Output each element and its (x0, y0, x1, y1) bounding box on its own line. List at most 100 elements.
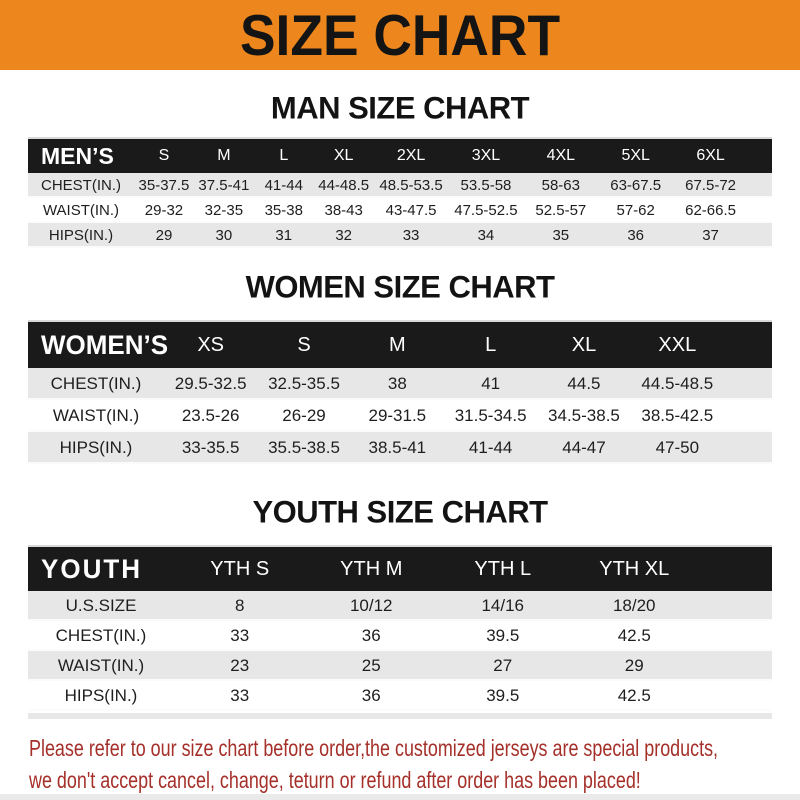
cell-value: 29-31.5 (368, 406, 427, 425)
column-header: YTH L (474, 557, 532, 580)
cell-value: 39.5 (486, 686, 520, 705)
cell-value: 23.5-26 (181, 406, 240, 425)
cell-value: 23 (230, 656, 250, 675)
cell-value: 27 (493, 656, 513, 675)
cell-value: 37 (702, 227, 719, 244)
table-header-row: YOUTH YTH S YTH M YTH L YTH XL (28, 547, 772, 591)
cell-value: 36 (361, 626, 381, 645)
cell-value: 37.5-41 (198, 177, 250, 194)
section-title-youth: YOUTH SIZE CHART (252, 493, 548, 530)
column-header: XL (333, 147, 354, 164)
table-row: HIPS(IN.) 29 30 31 32 33 34 35 36 37 (28, 223, 772, 248)
column-header: XL (571, 333, 597, 356)
column-header: L (279, 147, 289, 164)
cell-value: 44.5-48.5 (641, 374, 714, 393)
table-row: WAIST(IN.) 23 25 27 29 (28, 651, 772, 681)
cell-value: 29-32 (144, 202, 184, 219)
row-label: WAIST(IN.) (57, 656, 145, 675)
column-header: S (297, 333, 311, 356)
cell-value: 41 (481, 374, 501, 393)
cell-value: 41-44 (468, 438, 513, 457)
table-row: CHEST(IN.) 29.5-32.5 32.5-35.5 38 41 44.5 44.5… (28, 368, 772, 400)
row-label: U.S.SIZE (65, 596, 137, 615)
row-label: CHEST(IN.) (55, 626, 147, 645)
size-table-women: WOMEN’S XS S M L XL XXL CHEST(IN.) 29.5-32.5 32.5… (28, 322, 772, 464)
table-row: CHEST(IN.) 35-37.5 37.5-41 41-44 44-48.5 48.5… (28, 173, 772, 198)
cell-value: 29 (624, 656, 644, 675)
cell-value: 43-47.5 (385, 202, 437, 219)
cell-value: 44.5 (567, 374, 601, 393)
cell-value: 31.5-34.5 (454, 406, 527, 425)
cell-value: 31 (275, 227, 293, 244)
row-label: HIPS(IN.) (48, 227, 114, 244)
cell-value: 33 (230, 626, 250, 645)
cell-value: 57-62 (616, 202, 655, 219)
column-header: XXL (658, 333, 697, 356)
cell-value: 35-38 (264, 202, 303, 219)
cell-value: 44-47 (562, 438, 606, 457)
table-row: WAIST(IN.) 23.5-26 26-29 29-31.5 31.5-34.5 34… (28, 400, 772, 432)
table-row: HIPS(IN.) 33-35.5 35.5-38.5 38.5-41 41-44 44-… (28, 432, 772, 464)
cell-value: 42.5 (617, 686, 651, 705)
cell-value: 36 (361, 686, 381, 705)
cell-value: 38-43 (324, 202, 363, 219)
bottom-strip (0, 794, 800, 800)
table-header-row: MEN’S S M L XL 2XL 3XL 4XL 5XL 6XL (28, 139, 772, 173)
cell-value: 32-35 (204, 202, 244, 219)
cell-value: 33 (230, 686, 250, 705)
section-title-men: MAN SIZE CHART (270, 89, 530, 126)
column-header: 4XL (546, 147, 576, 164)
cell-value: 18/20 (612, 596, 656, 615)
cell-value: 35.5-38.5 (268, 438, 340, 457)
column-header: L (485, 333, 497, 356)
cell-value: 25 (361, 656, 381, 675)
column-header: M (217, 147, 231, 164)
row-label: HIPS(IN.) (64, 686, 138, 705)
cell-value: 10/12 (349, 596, 393, 615)
size-table-men: MEN’S S M L XL 2XL 3XL 4XL 5XL 6XL CHEST(IN.) 35-37… (28, 139, 772, 248)
page-title: SIZE CHART (239, 2, 561, 68)
section-men: MAN SIZE CHART MEN’S S M L XL 2XL 3XL 4XL 5XL 6XL… (0, 89, 800, 248)
cell-value: 38 (387, 374, 407, 393)
column-header: XS (197, 333, 224, 356)
cell-value: 35-37.5 (138, 177, 190, 194)
column-header: 2XL (396, 147, 426, 164)
cell-value: 36 (627, 227, 645, 244)
footer-line-1: Please refer to our size chart before or… (29, 735, 719, 761)
column-header: YTH M (340, 557, 403, 580)
cell-value: 8 (235, 596, 245, 615)
table-header-label: YOUTH (41, 553, 142, 584)
cell-value: 35 (552, 227, 570, 244)
table-row: CHEST(IN.) 33 36 39.5 42.5 (28, 621, 772, 651)
cell-value: 52.5-57 (535, 202, 587, 219)
cell-value: 29.5-32.5 (174, 374, 247, 393)
size-table-youth: YOUTH YTH S YTH M YTH L YTH XL U.S.SIZE 8 10/12… (28, 547, 772, 719)
footer-line-2: we don't accept cancel, change, teturn o… (29, 767, 641, 793)
column-header: 5XL (621, 147, 650, 164)
row-label: HIPS(IN.) (59, 438, 133, 457)
row-label: CHEST(IN.) (41, 177, 121, 194)
column-header: 3XL (471, 147, 501, 164)
cell-value: 53.5-58 (460, 177, 512, 194)
cell-value: 47.5-52.5 (454, 202, 518, 219)
section-women: WOMEN SIZE CHART WOMEN’S XS S M L XL XXL CHEST(… (0, 268, 800, 464)
table-row: U.S.SIZE 8 10/12 14/16 18/20 (28, 591, 772, 621)
cell-value: 63-67.5 (610, 177, 662, 194)
column-header: YTH XL (599, 557, 670, 580)
cell-value: 33-35.5 (181, 438, 240, 457)
cell-value: 32 (335, 227, 353, 244)
banner: SIZE CHART (0, 0, 800, 70)
row-label: WAIST(IN.) (42, 202, 120, 219)
cell-value: 62-66.5 (685, 202, 736, 219)
cell-value: 34.5-38.5 (548, 406, 620, 425)
row-label: CHEST(IN.) (50, 374, 142, 393)
cell-value: 42.5 (617, 626, 651, 645)
cell-value: 47-50 (655, 438, 700, 457)
column-header: YTH S (210, 557, 270, 580)
cell-value: 29 (155, 227, 173, 244)
cell-value: 41-44 (264, 177, 303, 194)
cell-value: 30 (215, 227, 233, 244)
cell-value: 38.5-41 (368, 438, 427, 457)
table-row: HIPS(IN.) 33 36 39.5 42.5 (28, 681, 772, 711)
